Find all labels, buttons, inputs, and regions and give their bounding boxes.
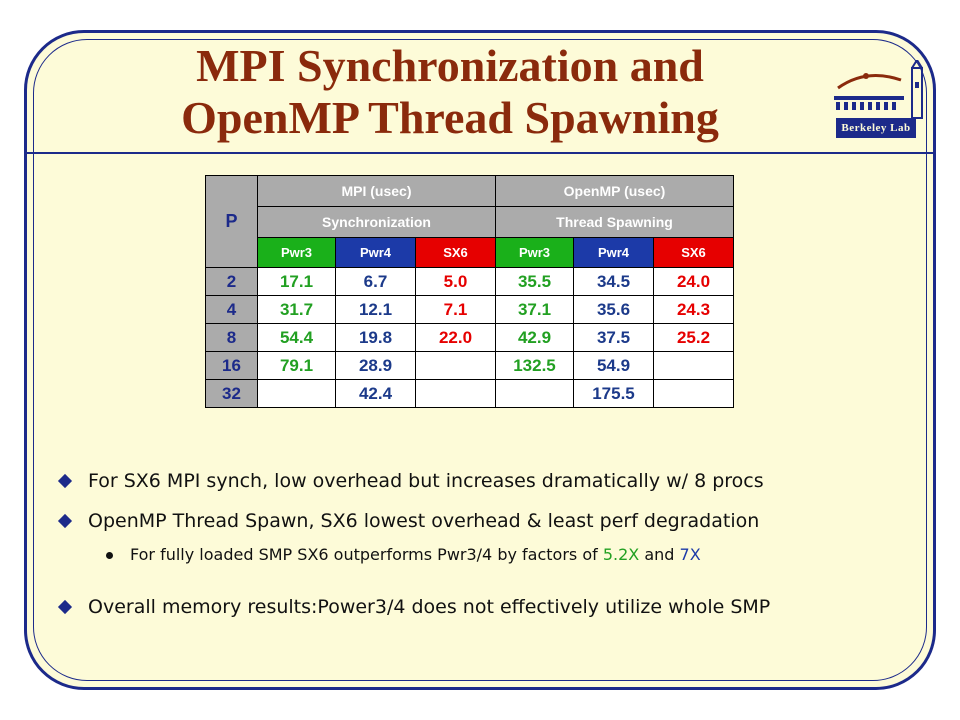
p-cell: 4 [205,295,258,324]
omp-pwr4-cell: 175.5 [573,379,654,408]
openmp-sub-header: Thread Spawning [495,206,734,238]
diamond-bullet-icon [57,513,73,529]
omp-pwr3-cell: 37.1 [495,295,574,324]
bullet-text: Overall memory results:Power3/4 does not… [88,596,771,618]
column-header-omp-pwr4: Pwr4 [573,237,654,268]
mpi-pwr4-cell: 42.4 [335,379,416,408]
p-header: P [205,175,258,268]
sub-bullet-item: For fully loaded SMP SX6 outperforms Pwr… [60,544,930,566]
mpi-pwr3-cell [257,379,336,408]
mpi-pwr4-cell: 12.1 [335,295,416,324]
omp-pwr3-cell: 42.9 [495,323,574,352]
bullet-item: For SX6 MPI synch, low overhead but incr… [57,468,930,494]
omp-pwr4-cell: 37.5 [573,323,654,352]
mpi-sx6-cell [415,351,496,380]
bullet-item: Overall memory results:Power3/4 does not… [57,594,930,620]
column-header-omp-pwr3: Pwr3 [495,237,574,268]
omp-sx6-cell: 24.0 [653,267,734,296]
omp-pwr4-cell: 54.9 [573,351,654,380]
omp-sx6-cell: 25.2 [653,323,734,352]
bullet-list: For SX6 MPI synch, low overhead but incr… [57,468,930,634]
bullet-text: OpenMP Thread Spawn, SX6 lowest overhead… [88,510,760,532]
table-row: 32 42.4 175.5 [205,379,734,408]
mpi-pwr4-cell: 28.9 [335,351,416,380]
omp-sx6-cell [653,379,734,408]
diamond-bullet-icon [57,599,73,615]
mpi-pwr4-cell: 6.7 [335,267,416,296]
p-cell: 8 [205,323,258,352]
omp-pwr3-cell: 35.5 [495,267,574,296]
column-header-mpi-pwr4: Pwr4 [335,237,416,268]
slide-title-line-1: MPI Synchronization and [196,40,704,91]
omp-pwr4-cell: 34.5 [573,267,654,296]
diamond-bullet-icon [57,473,73,489]
mpi-sx6-cell: 22.0 [415,323,496,352]
mpi-sub-header: Synchronization [257,206,496,238]
berkeley-lab-logo-icon [834,60,923,119]
mpi-pwr3-cell: 54.4 [257,323,336,352]
column-header-omp-sx6: SX6 [653,237,734,268]
sub-bullet-text-prefix: For fully loaded SMP SX6 outperforms Pwr… [130,545,603,564]
mpi-group-header: MPI (usec) [257,175,496,207]
factor-pwr4: 7X [679,545,701,564]
openmp-group-header: OpenMP (usec) [495,175,734,207]
mpi-pwr4-cell: 19.8 [335,323,416,352]
table-header-row-3: Pwr3 Pwr4 SX6 Pwr3 Pwr4 SX6 [206,237,734,268]
bullet-text: For SX6 MPI synch, low overhead but incr… [88,470,764,492]
slide-title: MPI Synchronization and OpenMP Thread Sp… [100,40,800,144]
mpi-sx6-cell: 7.1 [415,295,496,324]
p-cell: 16 [205,351,258,380]
dot-bullet-icon [106,552,113,559]
mpi-pwr3-cell: 31.7 [257,295,336,324]
berkeley-lab-logo-text: Berkeley Lab [836,118,916,138]
omp-sx6-cell [653,351,734,380]
mpi-pwr3-cell: 79.1 [257,351,336,380]
p-cell: 32 [205,379,258,408]
sync-spawn-table: P MPI (usec) OpenMP (usec) Synchronizati… [205,175,734,408]
mpi-sx6-cell: 5.0 [415,267,496,296]
table-row: 4 31.7 12.1 7.1 37.1 35.6 24.3 [205,295,734,324]
slide-title-line-2: OpenMP Thread Spawning [181,92,719,143]
column-header-mpi-pwr3: Pwr3 [257,237,336,268]
p-cell: 2 [205,267,258,296]
omp-pwr3-cell: 132.5 [495,351,574,380]
mpi-pwr3-cell: 17.1 [257,267,336,296]
table-row: 2 17.1 6.7 5.0 35.5 34.5 24.0 [205,267,734,296]
header-divider [27,152,933,154]
omp-pwr4-cell: 35.6 [573,295,654,324]
table-row: 16 79.1 28.9 132.5 54.9 [205,351,734,380]
slide-frame-inner-border [33,39,927,681]
bullet-item: OpenMP Thread Spawn, SX6 lowest overhead… [57,508,930,534]
factor-pwr3: 5.2X [602,545,640,564]
omp-sx6-cell: 24.3 [653,295,734,324]
mpi-sx6-cell [415,379,496,408]
table-row: 8 54.4 19.8 22.0 42.9 37.5 25.2 [205,323,734,352]
table-header-row-2: Synchronization Thread Spawning [206,206,734,238]
table-header-row-1: P MPI (usec) OpenMP (usec) [205,175,734,268]
column-header-mpi-sx6: SX6 [415,237,496,268]
sub-bullet-text-mid: and [639,545,680,564]
omp-pwr3-cell [495,379,574,408]
